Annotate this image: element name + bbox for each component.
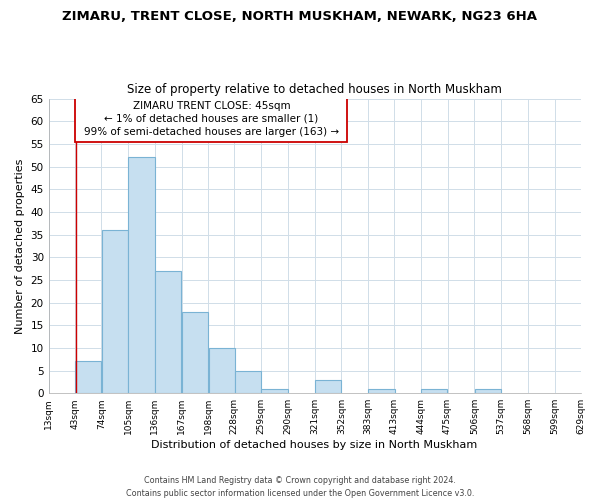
Text: ZIMARU, TRENT CLOSE, NORTH MUSKHAM, NEWARK, NG23 6HA: ZIMARU, TRENT CLOSE, NORTH MUSKHAM, NEWA… (62, 10, 538, 23)
Bar (261, 388, 287, 393)
Bar (75, 362, 101, 393)
Bar (182, 312, 208, 393)
Bar (235, 370, 261, 393)
X-axis label: Distribution of detached houses by size in North Muskham: Distribution of detached houses by size … (151, 440, 478, 450)
Bar (128, 158, 155, 393)
Text: 99% of semi-detached houses are larger (163) →: 99% of semi-detached houses are larger (… (84, 126, 339, 136)
Title: Size of property relative to detached houses in North Muskham: Size of property relative to detached ho… (127, 83, 502, 96)
Bar (421, 388, 448, 393)
Bar (101, 230, 128, 393)
Bar (475, 388, 501, 393)
Bar (76, 94, 347, 142)
Bar (209, 348, 235, 393)
Text: ← 1% of detached houses are smaller (1): ← 1% of detached houses are smaller (1) (104, 114, 319, 124)
Text: Contains HM Land Registry data © Crown copyright and database right 2024.
Contai: Contains HM Land Registry data © Crown c… (126, 476, 474, 498)
Bar (368, 388, 395, 393)
Text: ZIMARU TRENT CLOSE: 45sqm: ZIMARU TRENT CLOSE: 45sqm (133, 101, 290, 111)
Y-axis label: Number of detached properties: Number of detached properties (15, 158, 25, 334)
Bar (315, 380, 341, 393)
Bar (155, 271, 181, 393)
